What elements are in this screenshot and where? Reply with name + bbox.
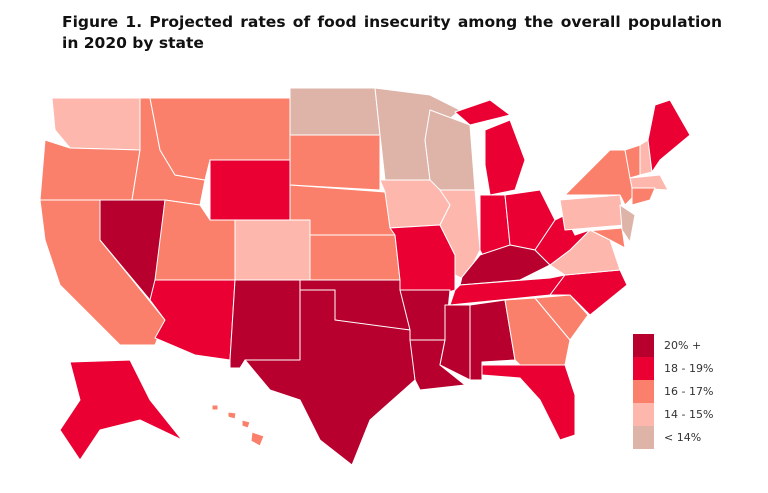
state-ks (309, 234, 401, 281)
state-wy (209, 159, 291, 221)
legend-label: < 14% (664, 431, 702, 444)
state-mi (454, 99, 526, 196)
state-wv (534, 214, 591, 266)
legend-item: < 14% (633, 426, 713, 449)
state-wa (51, 97, 141, 151)
state-tx (244, 289, 416, 466)
legend-label: 14 - 15% (664, 408, 714, 421)
state-pa (559, 194, 626, 231)
state-hi (211, 404, 265, 447)
state-il (439, 189, 481, 281)
state-ct (631, 187, 656, 206)
legend-label: 18 - 19% (664, 362, 714, 375)
legend-item: 14 - 15% (633, 403, 713, 426)
legend-label: 16 - 17% (664, 385, 714, 398)
state-sd (289, 134, 381, 191)
legend-swatch (633, 426, 654, 449)
legend-item: 18 - 19% (633, 357, 713, 380)
state-fl (481, 364, 576, 441)
legend-item: 20% + (633, 334, 713, 357)
figure-title: Figure 1. Projected rates of food insecu… (62, 13, 722, 52)
state-ma (629, 174, 669, 191)
state-sc (534, 294, 589, 341)
legend-item: 16 - 17% (633, 380, 713, 403)
legend-swatch (633, 357, 654, 380)
legend-swatch (633, 403, 654, 426)
state-nj (619, 204, 636, 243)
state-nd (289, 87, 381, 136)
legend-swatch (633, 380, 654, 403)
legend-swatch (633, 334, 654, 357)
state-nm (229, 279, 301, 369)
legend: 20% + 18 - 19% 16 - 17% 14 - 15% < 14% (633, 334, 713, 449)
state-md (574, 227, 626, 249)
state-co (234, 219, 311, 281)
state-ms (439, 304, 471, 381)
state-me (647, 99, 691, 173)
state-ak (59, 359, 183, 461)
legend-label: 20% + (664, 339, 702, 352)
